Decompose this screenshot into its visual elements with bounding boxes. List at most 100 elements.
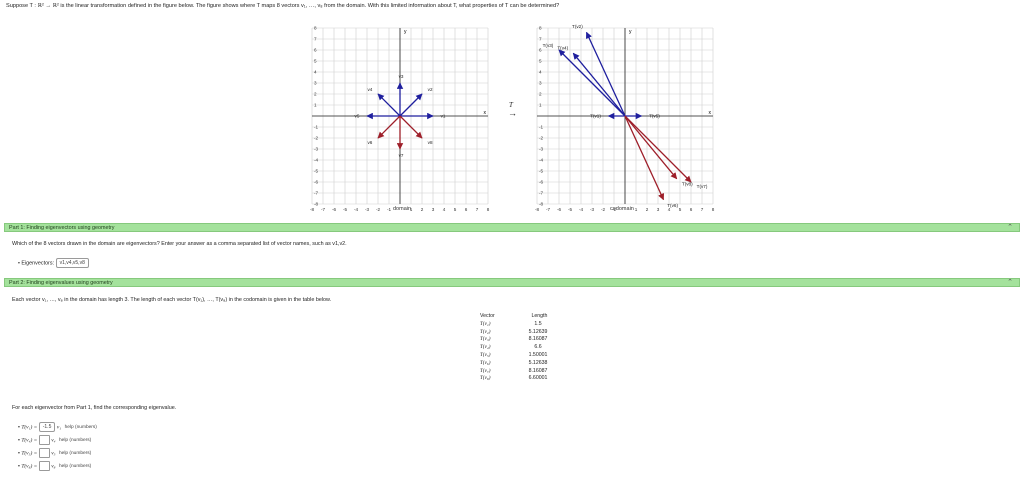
vector-arrow [558,49,626,117]
vector-arrow [572,52,626,117]
y-tick-label: 3 [314,81,317,86]
vector-label: v2 [428,87,433,92]
x-tick-label: -3 [365,207,370,212]
help-link[interactable]: help (numbers) [59,451,92,457]
vector-label: v4 [367,87,372,92]
codomain-graph: xy-8 -7 -6 -5 -4 -3 -2 -1 1 2 3 4 5 6 7 887654321-1-2-3… [535,24,715,212]
x-tick-label: -5 [343,207,348,212]
part1-header[interactable]: Part 1: Finding eigenvectors using geome… [4,223,1020,232]
collapse-chevron-icon[interactable]: ⌃ [1007,279,1013,286]
help-link[interactable]: help (numbers) [59,464,92,470]
part1-question: Which of the 8 vectors drawn in the doma… [12,241,347,247]
help-link[interactable]: help (numbers) [59,438,92,444]
y-tick-label: 4 [539,70,542,75]
x-tick-label: -4 [579,207,584,212]
table-header-length: Length [531,313,548,319]
part2-header[interactable]: Part 2: Finding eigenvalues using geomet… [4,278,1020,287]
vector-label: T(v3) [543,43,554,48]
vector-arrow [377,115,401,139]
x-tick-label: 1 [635,207,638,212]
table-cell-length: 5.12638 [528,359,548,366]
vector-label: T(v1) [590,114,601,119]
vector-arrow [624,115,692,183]
domain-caption: domain [393,206,412,212]
vector-label: v3 [399,74,404,79]
vector-arrow [624,115,665,201]
eigenvectors-label: Eigenvectors: [21,260,55,267]
vector-arrow [377,93,401,117]
y-tick-label: 2 [539,92,542,97]
y-tick-label: -6 [314,180,319,185]
table-row: T(v₇) 8.16087 [480,368,559,376]
part2-title: Part 2: Finding eigenvalues using geomet… [9,280,113,286]
y-tick-label: -4 [314,158,319,163]
table-header-vector: Vector [480,313,495,319]
x-tick-label: -7 [546,207,551,212]
vector-arrow [585,31,626,117]
lengths-table: Vector Length T(v₁) 1.5 T(v₂) 5.12639 T(v₃… [480,313,559,383]
y-tick-label: -1 [539,125,544,130]
x-tick-label: -6 [332,207,337,212]
y-tick-label: -5 [314,169,319,174]
x-tick-label: 1 [410,207,413,212]
transform-symbol: T [509,101,513,109]
y-tick-label: -2 [314,136,319,141]
table-row: T(v₅) 1.50001 [480,352,559,360]
y-tick-label: -7 [314,191,319,196]
y-tick-label: 6 [314,48,317,53]
x-tick-label: -3 [590,207,595,212]
x-tick-label: 5 [454,207,457,212]
x-axis-letter: x [484,110,487,116]
eigenvalue-lhs: T(v₅) = [21,450,38,457]
eigenvalue-row: • T(v₅) = v₅ help (numbers) [18,448,91,458]
table-cell-vector: T(v₃) [480,336,491,343]
x-tick-label: 5 [679,207,682,212]
part1-title: Part 1: Finding eigenvectors using geome… [9,225,115,231]
eigenvalue-input[interactable] [38,461,50,471]
x-tick-label: 8 [712,207,715,212]
vector-label: v8 [428,140,433,145]
transform-arrow-icon: → [508,108,517,118]
collapse-chevron-icon[interactable]: ⌃ [1007,224,1013,231]
transform-letter: T [509,101,513,109]
y-tick-label: -1 [314,125,319,130]
y-tick-label: 4 [314,70,317,75]
x-tick-label: 3 [657,207,660,212]
table-cell-length: 8.16087 [528,336,548,343]
eigenvalue-input[interactable]: -1.5 [38,422,56,432]
eigenvectors-input[interactable]: v1,v4,v5,v8 [55,258,89,268]
table-cell-length: 6.60001 [528,375,548,382]
x-tick-label: -2 [601,207,606,212]
table-cell-length: 1.50001 [528,351,548,358]
vector-arrow [399,115,423,139]
table-cell-vector: T(v₆) [480,359,491,366]
table-cell-length: 6.6 [534,344,542,351]
codomain-caption: codomain [610,206,634,212]
x-tick-label: -8 [535,207,540,212]
x-tick-label: 2 [646,207,649,212]
x-axis-letter: x [709,110,712,116]
vector-label: T(v6) [667,203,678,208]
y-tick-label: 6 [539,48,542,53]
y-tick-label: -3 [539,147,544,152]
y-tick-label: 7 [539,37,542,42]
eigenvalue-row: • T(v₈) = v₈ help (numbers) [18,461,91,471]
table-cell-length: 5.12639 [528,328,548,335]
y-tick-label: 7 [314,37,317,42]
y-tick-label: 8 [539,26,542,31]
y-tick-label: -5 [539,169,544,174]
x-tick-label: 2 [421,207,424,212]
eigenvalue-var: v₈ [51,463,56,470]
help-link[interactable]: help (numbers) [64,425,97,431]
x-tick-label: -6 [557,207,562,212]
x-tick-label: 6 [690,207,693,212]
table-header-row: Vector Length [480,313,559,321]
y-tick-label: 5 [314,59,317,64]
y-tick-label: -2 [539,136,544,141]
eigenvalue-input[interactable] [38,448,50,458]
eigenvalue-input[interactable] [38,435,50,445]
x-tick-label: -1 [387,207,392,212]
vector-label: T(v8) [682,181,693,186]
y-tick-label: 2 [314,92,317,97]
vector-label: T(v7) [697,184,708,189]
